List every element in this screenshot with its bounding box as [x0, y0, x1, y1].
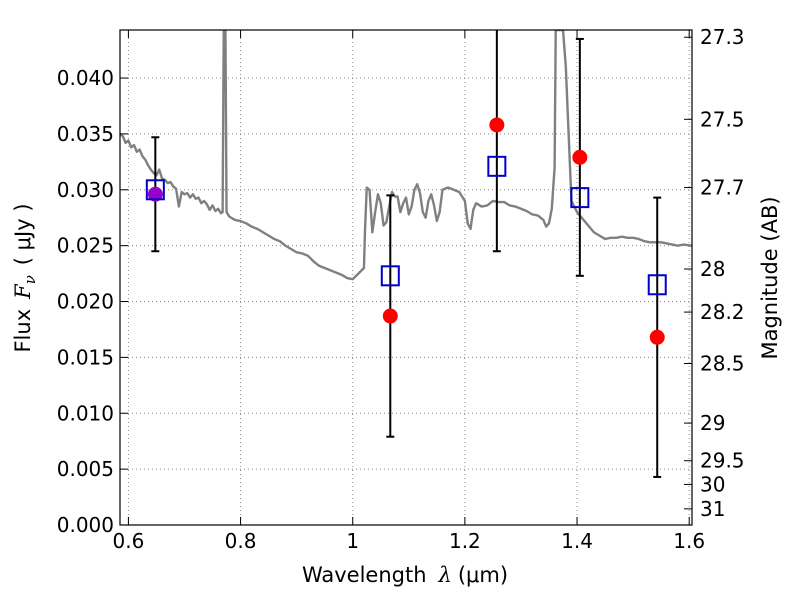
data-point-observed [147, 186, 163, 202]
data-point-observed [382, 308, 398, 324]
y2-tick-label: 28.5 [700, 351, 745, 375]
y2-tick-label: 29.5 [700, 449, 745, 473]
spectrum-line [120, 30, 692, 281]
y-tick-label: 0.030 [57, 178, 114, 202]
x-tick-label: 0.6 [113, 529, 145, 553]
y2-tick-label: 30 [700, 472, 725, 496]
y-tick-label: 0.000 [57, 513, 114, 537]
x-tick-label: 1.6 [673, 529, 705, 553]
data-point-observed [572, 149, 588, 165]
y-tick-label: 0.020 [57, 290, 114, 314]
y2-tick-label: 29 [700, 411, 725, 435]
y-axis-title: FluxFν( μJy ) [11, 203, 39, 352]
data-point-model [570, 187, 590, 209]
plot-area [120, 30, 692, 478]
data-point-model [487, 155, 507, 177]
grid [120, 30, 692, 526]
y-tick-label: 0.010 [57, 401, 114, 425]
x-tick-label: 1.2 [449, 529, 481, 553]
x-tick-label: 1.4 [561, 529, 593, 553]
axes: 0.6 0.8 1 1.2 1.4 1.6 0.000 0.005 0.010 0.015 0.02… [57, 25, 745, 553]
y-tick-label: 0.035 [57, 122, 114, 146]
data-point-observed [489, 117, 505, 133]
y2-axis-title: Magnitude (AB) [758, 196, 782, 359]
x-axis-title: Wavelength λ (μm) [302, 563, 508, 587]
y2-tick-label: 27.5 [700, 107, 745, 131]
y2-tick-label: 28 [700, 257, 725, 281]
plot-frame [119, 29, 693, 526]
x-tick-label: 1 [346, 529, 359, 553]
y2-tick-label: 27.3 [700, 25, 745, 49]
data-point-model [145, 179, 165, 201]
y2-tick-label: 27.7 [700, 176, 745, 200]
y-tick-label: 0.040 [57, 66, 114, 90]
y-tick-label: 0.025 [57, 234, 114, 258]
data-point-observed [649, 329, 665, 345]
data-point-model [380, 265, 400, 287]
y-tick-label: 0.015 [57, 345, 114, 369]
data-point-model [647, 274, 667, 296]
y2-tick-label: 31 [700, 497, 725, 521]
y2-tick-label: 28.2 [700, 300, 745, 324]
y-tick-label: 0.005 [57, 457, 114, 481]
x-tick-label: 0.8 [225, 529, 257, 553]
